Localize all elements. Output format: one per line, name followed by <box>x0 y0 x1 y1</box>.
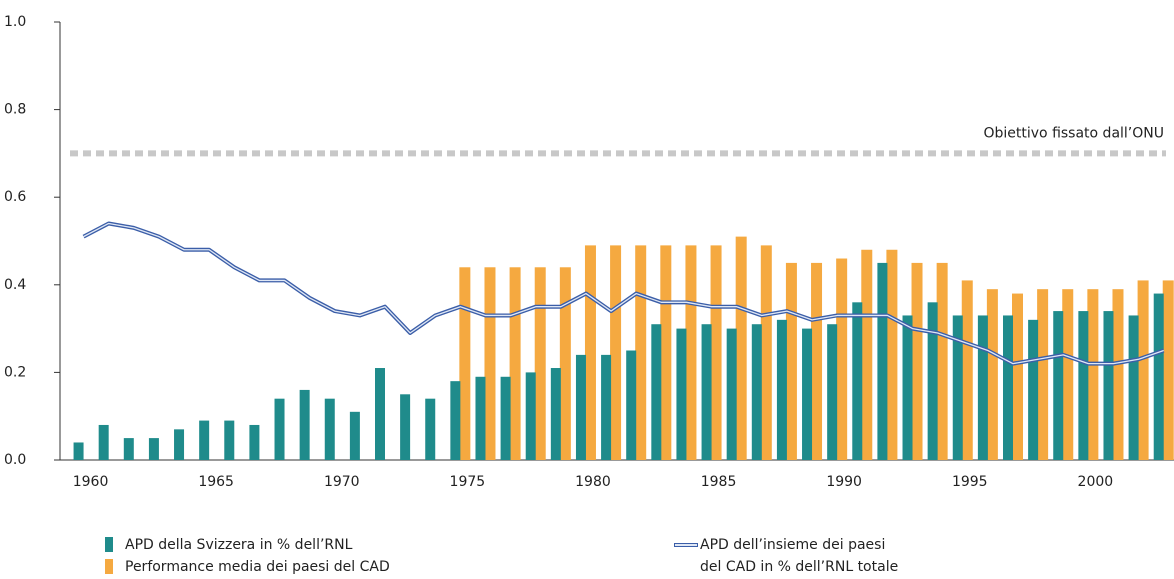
bar <box>676 328 687 460</box>
bar <box>977 315 988 460</box>
bar <box>811 262 823 460</box>
bar <box>274 398 285 460</box>
bar <box>425 398 436 460</box>
y-tick-label: 0.4 <box>4 277 26 293</box>
bar <box>1087 289 1099 460</box>
bar <box>525 372 536 460</box>
bar <box>911 262 923 460</box>
bar <box>1162 280 1174 460</box>
bar <box>986 289 998 460</box>
bar <box>1028 319 1039 460</box>
bar <box>785 262 797 460</box>
bar <box>1003 315 1013 460</box>
bar <box>1137 280 1149 460</box>
bar <box>626 350 637 460</box>
bar <box>400 394 411 460</box>
bar <box>1053 311 1064 460</box>
bar <box>610 245 622 460</box>
bar <box>174 429 185 460</box>
chart: 0.0 0.2 0.4 0.6 0.8 1.0 Obiettivo fissato dall… <box>4 14 1174 490</box>
x-tick-label: 1985 <box>701 474 737 490</box>
bar <box>660 245 672 460</box>
bar <box>224 420 235 460</box>
bar <box>735 236 747 460</box>
x-tick-label: 1990 <box>826 474 862 490</box>
bar <box>802 328 813 460</box>
bar <box>852 302 863 460</box>
bar <box>450 381 461 460</box>
y-tick-label: 0.0 <box>4 452 26 468</box>
x-tick-label: 1970 <box>324 474 360 490</box>
line-highlight <box>83 222 1164 365</box>
y-tick-label: 1.0 <box>4 14 26 30</box>
x-tick-label: 1980 <box>575 474 611 490</box>
bar <box>776 319 787 460</box>
bar <box>936 262 948 460</box>
x-tick-label: 2000 <box>1078 474 1114 490</box>
bar <box>98 424 109 460</box>
y-tick-label: 0.6 <box>4 189 26 205</box>
bar <box>73 442 84 460</box>
bar <box>927 302 938 460</box>
legend-swatch <box>105 559 113 574</box>
x-tick-label: 1960 <box>73 474 109 490</box>
legend-swatch <box>674 543 698 547</box>
bar <box>375 368 385 460</box>
bar <box>148 438 159 460</box>
bar <box>500 376 511 460</box>
bar <box>751 324 762 460</box>
x-tick-label: 1995 <box>952 474 988 490</box>
bar <box>635 245 647 460</box>
y-tick-label: 0.2 <box>4 364 26 380</box>
bar <box>509 267 521 460</box>
bar <box>1012 293 1023 460</box>
bar <box>324 398 335 460</box>
bar <box>961 280 973 460</box>
bar <box>1078 311 1089 460</box>
bar <box>249 424 260 460</box>
bar <box>575 354 586 460</box>
bar <box>123 438 134 460</box>
bar <box>601 354 612 460</box>
bar <box>685 245 697 460</box>
legend-label: APD della Svizzera in % dell’RNL <box>125 537 353 553</box>
bar <box>902 315 913 460</box>
legend-label: APD dell’insieme dei paesi del CAD in % … <box>700 537 899 575</box>
bar <box>861 249 873 460</box>
bar <box>459 267 471 460</box>
bar <box>726 328 737 460</box>
bar <box>651 324 662 460</box>
line <box>82 221 1165 366</box>
legend-label: Performance media dei paesi del CAD <box>125 559 390 575</box>
bar <box>1062 289 1074 460</box>
bar <box>877 262 888 460</box>
y-tick-label: 0.8 <box>4 102 26 118</box>
bar <box>1128 315 1139 460</box>
bar <box>534 267 546 460</box>
bar <box>952 315 963 460</box>
bar <box>1112 289 1124 460</box>
bar <box>299 389 310 460</box>
bar <box>836 258 848 460</box>
bar <box>827 324 838 460</box>
bar <box>484 267 496 460</box>
bar <box>710 245 722 460</box>
legend-swatch <box>105 537 113 552</box>
bar <box>199 420 210 460</box>
bar <box>475 376 486 460</box>
bar <box>349 411 360 460</box>
reference-label: Obiettivo fissato dall’ONU <box>983 125 1164 141</box>
x-tick-label: 1965 <box>198 474 234 490</box>
bar <box>1037 289 1049 460</box>
bar <box>1153 293 1164 460</box>
bar <box>1103 311 1114 460</box>
bar <box>584 245 596 460</box>
x-tick-label: 1975 <box>450 474 486 490</box>
bar <box>760 245 772 460</box>
bar <box>701 324 712 460</box>
bar <box>550 368 561 460</box>
bar <box>886 249 898 460</box>
bar <box>559 267 571 460</box>
